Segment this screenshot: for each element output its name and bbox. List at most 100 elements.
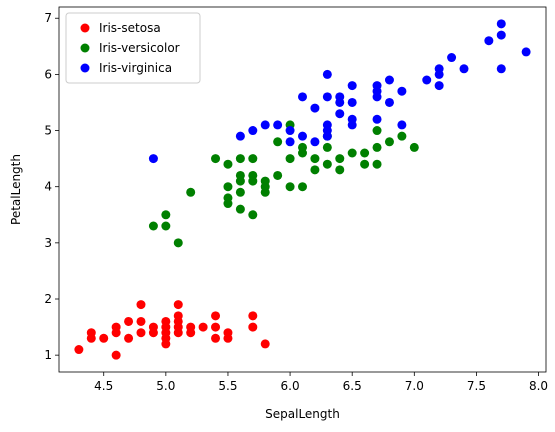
legend-marker-iris-setosa (80, 23, 90, 33)
point-iris-virginica-30 (397, 86, 407, 96)
point-iris-virginica-41 (521, 47, 531, 57)
point-iris-virginica-32 (434, 81, 444, 91)
point-iris-virginica-40 (496, 19, 506, 29)
point-iris-virginica-37 (484, 36, 494, 46)
point-iris-setosa-26 (198, 322, 208, 332)
point-iris-versicolor-32 (322, 159, 332, 169)
point-iris-versicolor-1 (161, 221, 171, 231)
point-iris-versicolor-41 (372, 142, 382, 152)
point-iris-versicolor-37 (347, 148, 357, 158)
point-iris-virginica-28 (384, 75, 394, 85)
point-iris-virginica-36 (459, 64, 469, 74)
point-iris-versicolor-25 (285, 154, 295, 164)
x-tick-label: 5.0 (156, 379, 175, 393)
point-iris-setosa-25 (186, 322, 196, 332)
point-iris-virginica-29 (397, 120, 407, 130)
point-iris-virginica-38 (496, 64, 506, 74)
point-iris-setosa-22 (173, 311, 183, 321)
point-iris-virginica-2 (248, 126, 258, 136)
point-iris-setosa-9 (136, 328, 146, 338)
point-iris-versicolor-8 (223, 182, 233, 192)
legend-label-iris-setosa: Iris-setosa (99, 21, 161, 35)
point-iris-virginica-7 (298, 131, 307, 141)
point-iris-setosa-4 (111, 350, 121, 360)
point-iris-virginica-35 (447, 53, 457, 63)
point-iris-virginica-8 (298, 92, 307, 102)
point-iris-virginica-18 (335, 92, 345, 102)
point-iris-virginica-10 (310, 103, 320, 113)
data-points (74, 19, 531, 360)
point-iris-versicolor-22 (273, 170, 283, 180)
point-iris-versicolor-10 (235, 204, 245, 214)
point-iris-setosa-10 (136, 316, 146, 326)
point-iris-virginica-31 (422, 75, 432, 85)
point-iris-versicolor-45 (409, 142, 419, 152)
point-iris-setosa-6 (111, 322, 121, 332)
point-iris-virginica-34 (434, 64, 444, 74)
point-iris-versicolor-7 (223, 193, 233, 203)
point-iris-setosa-18 (161, 316, 171, 326)
point-iris-versicolor-24 (285, 182, 295, 192)
legend: Iris-setosa Iris-versicolor Iris-virginica (65, 12, 201, 84)
point-iris-setosa-29 (211, 311, 221, 321)
point-iris-versicolor-40 (372, 159, 382, 169)
x-axis-title: SepalLength (265, 407, 340, 421)
x-tick-label: 8.0 (529, 379, 548, 393)
x-tick-label: 7.0 (405, 379, 424, 393)
point-iris-virginica-9 (310, 137, 320, 147)
point-iris-setosa-31 (223, 328, 233, 338)
point-iris-setosa-27 (211, 333, 221, 343)
point-iris-versicolor-17 (248, 170, 258, 180)
point-iris-versicolor-4 (186, 187, 196, 197)
point-iris-setosa-34 (260, 339, 270, 349)
point-iris-virginica-20 (347, 114, 357, 124)
point-iris-virginica-15 (322, 69, 332, 79)
point-iris-virginica-3 (260, 120, 270, 130)
point-iris-versicolor-13 (235, 170, 245, 180)
point-iris-virginica-23 (372, 114, 382, 124)
point-iris-versicolor-39 (360, 148, 370, 158)
y-axis-title: PetalLength (9, 154, 23, 225)
x-tick-label: 7.5 (467, 379, 486, 393)
point-iris-setosa-23 (173, 300, 183, 310)
point-iris-virginica-26 (372, 81, 382, 91)
x-tick-label: 6.0 (281, 379, 300, 393)
x-axis: 4.5 5.0 5.5 6.0 6.5 7.0 7.5 8.0 (94, 372, 548, 393)
point-iris-setosa-11 (136, 300, 146, 310)
point-iris-versicolor-33 (322, 142, 332, 152)
y-tick-label: 2 (44, 292, 52, 306)
point-iris-virginica-21 (347, 97, 357, 107)
point-iris-virginica-0 (148, 154, 158, 164)
legend-marker-iris-versicolor (80, 43, 90, 53)
legend-label-iris-virginica: Iris-virginica (99, 61, 172, 75)
plot-frame (58, 6, 547, 373)
y-tick-label: 1 (44, 348, 52, 362)
point-iris-versicolor-21 (260, 176, 270, 186)
y-tick-label: 4 (44, 180, 52, 194)
point-iris-setosa-33 (248, 311, 258, 321)
x-tick-label: 4.5 (94, 379, 113, 393)
point-iris-virginica-27 (384, 97, 394, 107)
point-iris-setosa-7 (124, 333, 134, 343)
point-iris-virginica-4 (273, 120, 283, 130)
y-tick-label: 6 (44, 67, 52, 81)
point-iris-setosa-2 (86, 328, 96, 338)
point-iris-versicolor-0 (148, 221, 158, 231)
point-iris-setosa-28 (211, 322, 221, 332)
y-axis: 1 2 3 4 5 6 7 (44, 11, 59, 362)
point-iris-virginica-16 (335, 109, 345, 119)
x-tick-label: 6.5 (343, 379, 362, 393)
point-iris-versicolor-44 (397, 131, 407, 141)
y-tick-label: 3 (44, 236, 52, 250)
point-iris-setosa-32 (248, 322, 258, 332)
point-iris-versicolor-18 (248, 154, 258, 164)
y-tick-label: 7 (44, 11, 52, 25)
point-iris-versicolor-3 (173, 238, 183, 248)
point-iris-versicolor-30 (310, 165, 320, 175)
point-iris-virginica-13 (322, 120, 332, 130)
point-iris-versicolor-42 (372, 126, 382, 136)
y-tick-label: 5 (44, 124, 52, 138)
point-iris-versicolor-29 (298, 142, 307, 152)
point-iris-setosa-0 (74, 345, 84, 355)
